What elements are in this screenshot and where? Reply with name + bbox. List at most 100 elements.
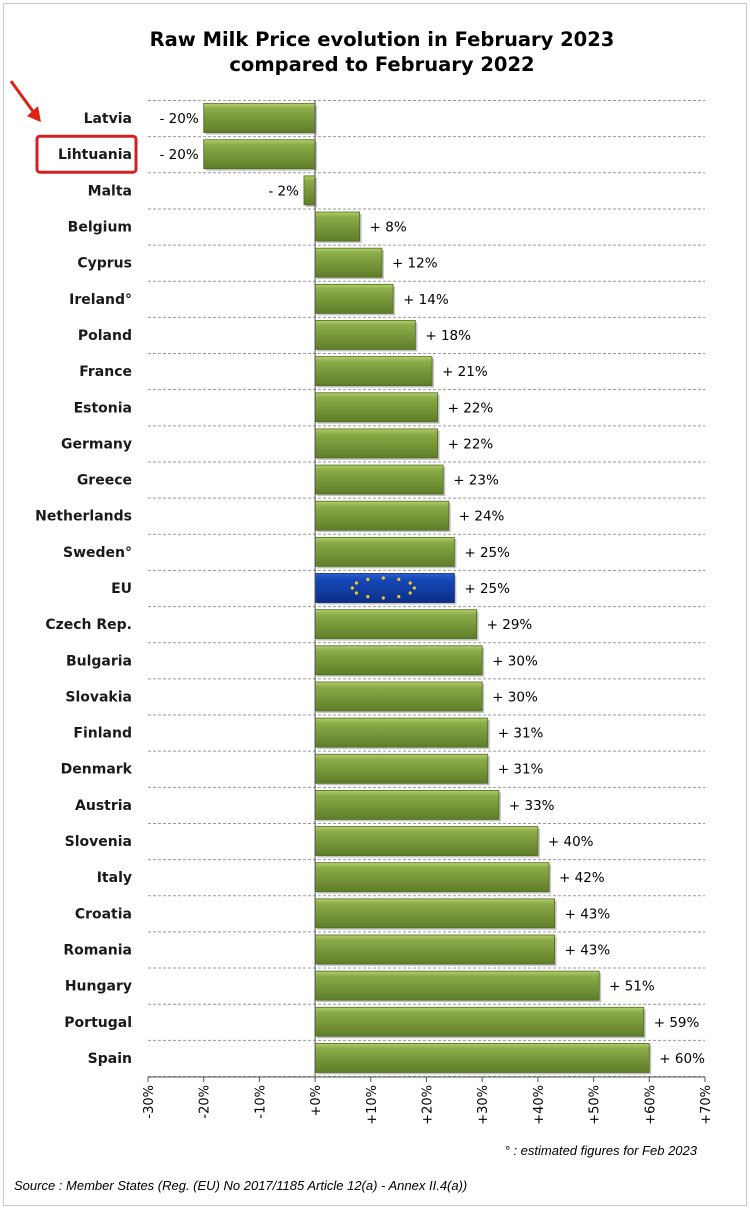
value-label-hungary: + 51%: [609, 979, 655, 995]
bar-bulgaria: [314, 645, 483, 676]
footnote: ° : estimated figures for Feb 2023: [505, 1143, 698, 1158]
value-label-belgium: + 8%: [370, 220, 407, 236]
category-label-lihtuania: Lihtuania: [58, 147, 132, 163]
value-label-netherlands: + 24%: [459, 509, 505, 525]
bar-finland: [314, 717, 489, 748]
value-label-germany: + 22%: [448, 436, 494, 452]
chart-title-line-1: Raw Milk Price evolution in February 202…: [150, 28, 615, 51]
category-label-cyprus: Cyprus: [77, 256, 132, 272]
bar-romania: [314, 934, 556, 965]
category-label-hungary: Hungary: [65, 979, 132, 995]
highlight-box: [35, 134, 138, 174]
eu-star: [408, 591, 412, 595]
bar-slovenia: [314, 826, 539, 856]
x-tick-label: +50%: [588, 1085, 603, 1125]
category-label-malta: Malta: [88, 183, 132, 199]
bar-spain: [314, 1043, 650, 1073]
value-label-spain: + 60%: [659, 1051, 705, 1067]
value-label-latvia: - 20%: [160, 111, 199, 127]
bar-belgium: [314, 211, 361, 242]
x-tick-label: +60%: [643, 1085, 658, 1125]
x-tick-label: -30%: [142, 1085, 157, 1119]
x-tick-label: -10%: [253, 1085, 268, 1119]
eu-star: [366, 577, 370, 581]
value-label-estonia: + 22%: [448, 400, 494, 416]
category-label-greece: Greece: [77, 473, 132, 489]
category-label-denmark: Denmark: [61, 762, 133, 778]
bar-austria: [314, 789, 500, 820]
chart-title-line-2: compared to February 2022: [229, 53, 534, 76]
value-label-lihtuania: - 20%: [160, 147, 199, 163]
eu-star: [397, 595, 401, 599]
x-tick-label: +70%: [699, 1085, 714, 1125]
x-axis: -30% -20% -10% +0% +10% +20% +30% +40% +50% +60% +…: [142, 100, 714, 1125]
category-label-portugal: Portugal: [64, 1015, 132, 1031]
value-label-bulgaria: + 30%: [492, 653, 538, 669]
value-label-greece: + 23%: [453, 473, 499, 489]
category-label-netherlands: Netherlands: [35, 509, 132, 525]
eu-star: [381, 596, 385, 600]
category-label-eu: EU: [111, 581, 132, 597]
category-label-france: France: [79, 364, 132, 380]
bar-hungary: [314, 970, 600, 1001]
eu-star: [366, 595, 370, 599]
value-label-ireland: + 14%: [403, 292, 449, 308]
category-label-bulgaria: Bulgaria: [66, 653, 132, 669]
eu-star: [408, 581, 412, 585]
eu-star: [397, 577, 401, 581]
category-label-spain: Spain: [88, 1051, 132, 1067]
category-label-belgium: Belgium: [68, 220, 132, 236]
value-label-finland: + 31%: [498, 726, 544, 742]
category-label-poland: Poland: [78, 328, 132, 344]
x-tick-label: +40%: [532, 1085, 547, 1125]
eu-star: [354, 591, 359, 595]
bar-malta: [303, 175, 316, 206]
bar-italy: [314, 862, 550, 893]
bar-ireland: [314, 283, 394, 314]
x-tick-label: +30%: [476, 1085, 491, 1125]
value-label-malta: - 2%: [268, 183, 299, 199]
eu-flag-stars: [350, 576, 416, 600]
arrow-shaft: [9, 80, 37, 115]
x-tick-label: +20%: [421, 1085, 436, 1125]
value-label-slovakia: + 30%: [492, 689, 538, 705]
bar-sweden: [314, 536, 455, 567]
category-label-latvia: Latvia: [84, 111, 132, 127]
category-label-ireland: Ireland°: [69, 292, 132, 308]
category-label-germany: Germany: [61, 436, 132, 452]
category-label-finland: Finland: [73, 726, 132, 742]
bar-germany: [314, 428, 439, 459]
category-label-slovenia: Slovenia: [65, 834, 132, 850]
bar-portugal: [314, 1006, 645, 1037]
bar-lihtuania: [203, 139, 316, 170]
value-label-eu: + 25%: [464, 581, 510, 597]
bar-latvia: [203, 103, 316, 133]
value-label-italy: + 42%: [559, 870, 605, 886]
labels: Latvia - 20% Lihtuania - 20% Malta - 2% Belgiu…: [35, 111, 705, 1067]
value-label-portugal: + 59%: [654, 1015, 700, 1031]
value-label-denmark: + 31%: [498, 762, 544, 778]
value-label-croatia: + 43%: [565, 906, 611, 922]
category-label-italy: Italy: [97, 870, 132, 886]
category-label-croatia: Croatia: [75, 906, 132, 922]
bar-croatia: [314, 898, 556, 929]
x-tick-label: +10%: [365, 1085, 380, 1125]
category-label-romania: Romania: [63, 942, 132, 958]
category-label-austria: Austria: [75, 798, 132, 814]
bar-netherlands: [314, 500, 450, 531]
category-label-czech-rep: Czech Rep.: [45, 617, 132, 633]
x-tick-label: +0%: [309, 1085, 324, 1117]
bar-poland: [314, 320, 416, 350]
value-label-romania: + 43%: [565, 942, 611, 958]
category-label-sweden: Sweden°: [63, 545, 132, 561]
eu-star: [381, 576, 385, 580]
value-label-france: + 21%: [442, 364, 488, 380]
x-tick-label: -20%: [198, 1085, 213, 1119]
value-label-slovenia: + 40%: [548, 834, 594, 850]
bar-greece: [314, 464, 444, 495]
category-label-slovakia: Slovakia: [65, 689, 132, 705]
bar-cyprus: [314, 247, 383, 278]
bar-estonia: [314, 392, 439, 423]
category-label-estonia: Estonia: [74, 400, 132, 416]
